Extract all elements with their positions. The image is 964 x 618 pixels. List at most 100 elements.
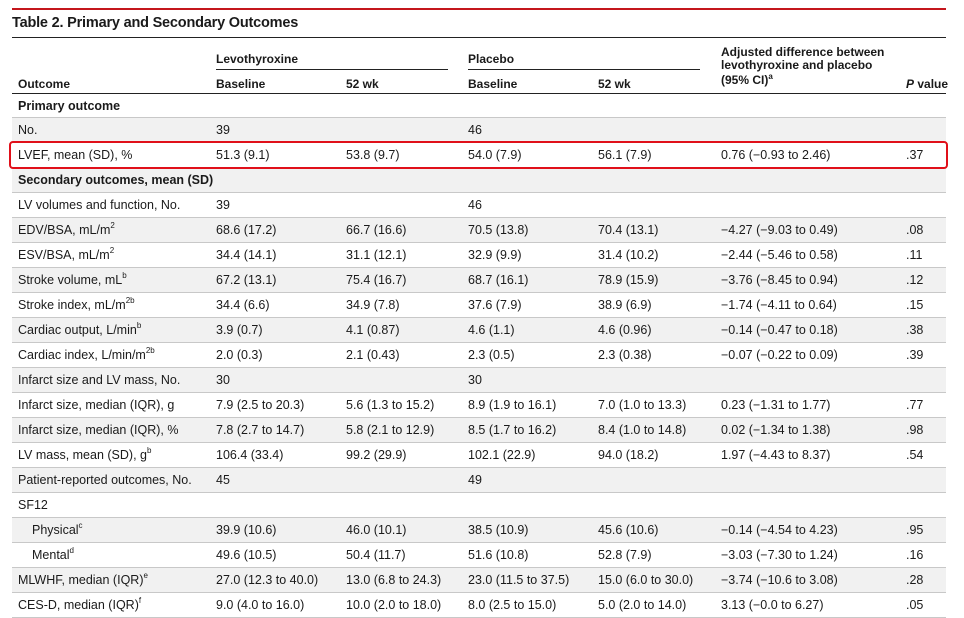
- cell-p-value: .12: [906, 273, 924, 287]
- table-row: SF12: [12, 493, 946, 518]
- cell-levo-baseline: 49.6 (10.5): [216, 548, 277, 562]
- cell-levo-52wk: 46.0 (10.1): [346, 523, 407, 537]
- cell-p-value: .16: [906, 548, 924, 562]
- table-row: Cardiac index, L/min/m2b 2.0 (0.3) 2.1 (0.…: [12, 343, 946, 368]
- cell-p-value: .11: [906, 248, 923, 262]
- cell-placebo-52wk: 5.0 (2.0 to 14.0): [598, 598, 687, 612]
- row-label-text: Infarct size, median (IQR), %: [18, 423, 179, 437]
- row-label-footnote: e: [143, 571, 148, 580]
- table-row: Patient-reported outcomes, No. 45 49: [12, 468, 946, 493]
- cell-placebo-baseline: 23.0 (11.5 to 37.5): [468, 573, 570, 587]
- cell-adjusted-difference: −0.14 (−4.54 to 4.23): [721, 523, 838, 537]
- row-label: LV mass, mean (SD), gb: [18, 446, 152, 463]
- adjusted-difference-header: Adjusted difference between levothyroxin…: [721, 46, 884, 87]
- cell-placebo-baseline: 4.6 (1.1): [468, 323, 515, 337]
- table-row: EDV/BSA, mL/m2 68.6 (17.2) 66.7 (16.6) 70.5…: [12, 218, 946, 243]
- cell-adjusted-difference: −0.07 (−0.22 to 0.09): [721, 348, 838, 362]
- table-row: ESV/BSA, mL/m2 34.4 (14.1) 31.1 (12.1) 32.9…: [12, 243, 946, 268]
- row-label-text: Mental: [32, 548, 70, 562]
- row-label-text: Stroke volume, mL: [18, 273, 123, 287]
- cell-levo-baseline: 51.3 (9.1): [216, 148, 270, 162]
- row-label: ESV/BSA, mL/m2: [18, 246, 115, 263]
- cell-adjusted-difference: −2.44 (−5.46 to 0.58): [721, 248, 838, 262]
- cell-levo-baseline: 39: [216, 198, 230, 212]
- row-label-text: Infarct size and LV mass, No.: [18, 373, 181, 387]
- row-label: CES-D, median (IQR)f: [18, 597, 141, 613]
- cell-placebo-52wk: 78.9 (15.9): [598, 273, 659, 287]
- table-row: LVEF, mean (SD), % 51.3 (9.1) 53.8 (9.7) 54…: [12, 143, 946, 168]
- cell-placebo-baseline: 2.3 (0.5): [468, 348, 515, 362]
- cell-levo-baseline: 106.4 (33.4): [216, 448, 284, 462]
- cell-levo-52wk: 66.7 (16.6): [346, 223, 407, 237]
- row-label-footnote: 2: [109, 246, 115, 255]
- cell-levo-52wk: 2.1 (0.43): [346, 348, 400, 362]
- cell-levo-baseline: 39.9 (10.6): [216, 523, 277, 537]
- row-label-text: Primary outcome: [18, 99, 121, 113]
- cell-levo-baseline: 68.6 (17.2): [216, 223, 277, 237]
- cell-p-value: .39: [906, 348, 924, 362]
- cell-levo-baseline: 45: [216, 473, 230, 487]
- table-row: Physicalc 39.9 (10.6) 46.0 (10.1) 38.5 (10.…: [12, 518, 946, 543]
- cell-p-value: .08: [906, 223, 924, 237]
- row-label: Physicalc: [32, 522, 83, 538]
- row-label: Mentald: [32, 547, 74, 563]
- cell-p-value: .95: [906, 523, 924, 537]
- column-header-levo-52wk: 52 wk: [346, 77, 379, 91]
- adj-header-line3: (95% CI)a: [721, 71, 884, 87]
- row-label-text: Cardiac output, L/min: [18, 323, 137, 337]
- cell-levo-52wk: 34.9 (7.8): [346, 298, 400, 312]
- cell-levo-baseline: 67.2 (13.1): [216, 273, 277, 287]
- row-label-footnote: b: [146, 446, 152, 455]
- cell-placebo-52wk: 52.8 (7.9): [598, 548, 652, 562]
- row-label-footnote: 2: [110, 221, 115, 230]
- cell-adjusted-difference: 3.13 (−0.0 to 6.27): [721, 598, 824, 612]
- cell-levo-52wk: 53.8 (9.7): [346, 148, 400, 162]
- cell-placebo-baseline: 102.1 (22.9): [468, 448, 536, 462]
- cell-levo-52wk: 13.0 (6.8 to 24.3): [346, 573, 442, 587]
- cell-placebo-baseline: 37.6 (7.9): [468, 298, 522, 312]
- row-label: No.: [18, 123, 37, 137]
- table-row: Mentald 49.6 (10.5) 50.4 (11.7) 51.6 (10.8)…: [12, 543, 946, 568]
- table-row: Primary outcome: [12, 94, 946, 118]
- header-top-rule: [12, 37, 946, 38]
- cell-levo-baseline: 7.8 (2.7 to 14.7): [216, 423, 305, 437]
- column-header-levo-baseline: Baseline: [216, 77, 266, 91]
- row-label: Patient-reported outcomes, No.: [18, 473, 192, 487]
- cell-adjusted-difference: 0.23 (−1.31 to 1.77): [721, 398, 831, 412]
- cell-placebo-baseline: 8.0 (2.5 to 15.0): [468, 598, 557, 612]
- table-row: No. 39 46: [12, 118, 946, 143]
- row-label-text: SF12: [18, 498, 48, 512]
- cell-levo-52wk: 4.1 (0.87): [346, 323, 400, 337]
- row-label: LV volumes and function, No.: [18, 198, 180, 212]
- row-label: MLWHF, median (IQR)e: [18, 571, 148, 588]
- cell-levo-baseline: 3.9 (0.7): [216, 323, 263, 337]
- cell-placebo-baseline: 70.5 (13.8): [468, 223, 529, 237]
- row-label-text: LV mass, mean (SD), g: [18, 448, 147, 462]
- adj-header-line2: levothyroxine and placebo: [721, 57, 873, 72]
- table-row: LV volumes and function, No. 39 46: [12, 193, 946, 218]
- cell-placebo-baseline: 38.5 (10.9): [468, 523, 529, 537]
- cell-levo-52wk: 5.6 (1.3 to 15.2): [346, 398, 435, 412]
- cell-levo-baseline: 34.4 (14.1): [216, 248, 277, 262]
- row-label-footnote: b: [136, 321, 142, 330]
- title-red-rule: [12, 8, 946, 10]
- row-label-footnote: 2b: [145, 346, 155, 355]
- cell-placebo-52wk: 56.1 (7.9): [598, 148, 652, 162]
- p-italic: P: [906, 77, 915, 91]
- row-label-text: Patient-reported outcomes, No.: [18, 473, 192, 487]
- row-label-text: LV volumes and function, No.: [18, 198, 181, 212]
- cell-placebo-52wk: 31.4 (10.2): [598, 248, 659, 262]
- cell-adjusted-difference: −1.74 (−4.11 to 0.64): [721, 298, 837, 312]
- cell-placebo-52wk: 4.6 (0.96): [598, 323, 652, 337]
- table-row: Infarct size, median (IQR), g 7.9 (2.5 to…: [12, 393, 946, 418]
- cell-placebo-52wk: 7.0 (1.0 to 13.3): [598, 398, 687, 412]
- cell-levo-52wk: 99.2 (29.9): [346, 448, 407, 462]
- cell-levo-52wk: 50.4 (11.7): [346, 548, 406, 562]
- row-label: EDV/BSA, mL/m2: [18, 221, 115, 238]
- row-label-text: Secondary outcomes, mean (SD): [18, 173, 214, 187]
- cell-levo-52wk: 5.8 (2.1 to 12.9): [346, 423, 435, 437]
- cell-levo-52wk: 10.0 (2.0 to 18.0): [346, 598, 442, 612]
- table-row: Secondary outcomes, mean (SD): [12, 168, 946, 193]
- row-label-text: Cardiac index, L/min/m: [18, 348, 146, 362]
- table-row: LV mass, mean (SD), gb 106.4 (33.4) 99.2 (…: [12, 443, 946, 468]
